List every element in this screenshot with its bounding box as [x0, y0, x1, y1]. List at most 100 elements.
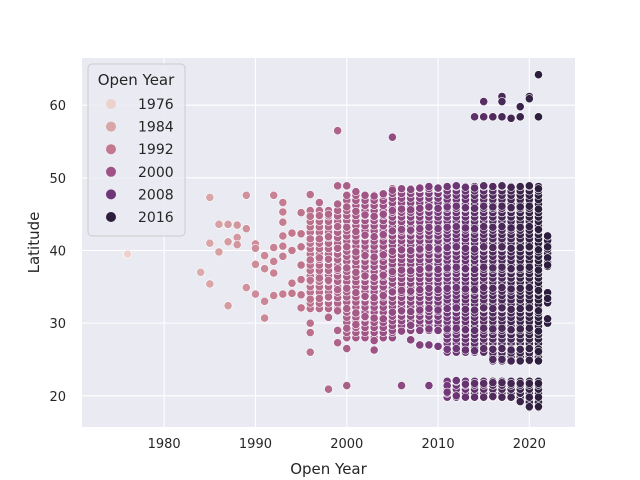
data-point: [278, 198, 288, 207]
data-point: [488, 202, 498, 212]
data-point: [479, 181, 489, 191]
data-point: [305, 328, 315, 337]
data-point: [461, 379, 470, 389]
data-point: [342, 242, 352, 252]
data-point: [360, 190, 370, 200]
data-point: [369, 232, 379, 242]
data-point: [278, 217, 288, 227]
data-point: [424, 324, 434, 334]
data-point: [442, 387, 452, 397]
data-point: [223, 301, 233, 311]
data-point: [524, 94, 534, 104]
x-axis-label: Open Year: [290, 460, 367, 478]
data-point: [415, 244, 425, 254]
data-point: [488, 304, 498, 314]
y-axis-label: Latitude: [25, 212, 43, 274]
data-point: [470, 183, 479, 193]
data-point: [214, 247, 224, 257]
data-point: [543, 314, 553, 324]
legend-label: 1976: [138, 97, 174, 113]
data-point: [260, 251, 269, 260]
data-point: [470, 112, 479, 122]
data-point: [397, 306, 406, 316]
x-tick-label: 2000: [330, 437, 363, 452]
data-point: [506, 243, 516, 253]
data-point: [342, 304, 352, 314]
data-point: [333, 325, 343, 335]
legend-marker: [106, 99, 116, 109]
data-point: [305, 347, 315, 357]
data-point: [534, 356, 543, 366]
legend-label: 2016: [138, 210, 174, 226]
data-point: [451, 222, 461, 231]
data-point: [461, 345, 470, 355]
data-point: [324, 232, 333, 242]
data-point: [397, 184, 406, 194]
data-point: [488, 112, 498, 122]
x-tick-label: 2010: [422, 437, 455, 452]
data-point: [543, 231, 553, 241]
data-point: [305, 211, 315, 221]
data-point: [415, 264, 425, 274]
data-point: [534, 392, 543, 402]
data-point: [470, 244, 479, 254]
data-point: [324, 292, 333, 302]
data-point: [415, 224, 425, 234]
data-point: [314, 211, 324, 221]
x-tick-labels: 1980 1990 2000 2010 2020: [148, 437, 546, 452]
data-point: [415, 305, 425, 315]
data-point: [497, 355, 507, 364]
data-point: [461, 223, 470, 233]
data-point: [433, 285, 443, 295]
data-point: [461, 264, 470, 274]
data-point: [369, 293, 379, 303]
data-point: [123, 249, 133, 259]
data-point: [543, 294, 553, 303]
data-point: [223, 237, 233, 247]
data-point: [415, 183, 425, 193]
data-point: [378, 250, 388, 260]
data-point: [442, 202, 452, 212]
data-point: [497, 323, 507, 333]
data-point: [524, 355, 534, 365]
data-point: [260, 296, 269, 306]
data-point: [287, 278, 297, 288]
data-point: [388, 267, 397, 276]
data-point: [506, 392, 516, 402]
data-point: [424, 283, 434, 293]
data-point: [415, 325, 425, 335]
data-point: [497, 283, 507, 292]
data-point: [351, 206, 361, 216]
data-point: [442, 222, 452, 232]
data-point: [424, 381, 434, 390]
data-point: [342, 323, 352, 333]
data-point: [251, 289, 260, 299]
data-point: [333, 222, 343, 231]
data-point: [442, 243, 452, 252]
data-point: [461, 203, 470, 213]
data-point: [241, 190, 251, 200]
data-point: [524, 344, 534, 353]
data-point: [534, 265, 543, 275]
data-point: [470, 379, 479, 388]
data-point: [442, 344, 452, 354]
data-point: [232, 240, 242, 250]
data-point: [305, 318, 315, 328]
data-point: [433, 203, 443, 213]
data-point: [196, 267, 206, 277]
data-point: [314, 273, 324, 283]
data-point: [388, 132, 397, 142]
data-point: [424, 304, 434, 314]
data-point: [524, 242, 534, 252]
data-point: [351, 247, 361, 257]
y-tick-label: 30: [49, 317, 66, 332]
data-point: [506, 113, 516, 123]
data-point: [342, 181, 352, 191]
data-point: [296, 290, 306, 300]
data-point: [406, 266, 416, 276]
data-point: [506, 203, 516, 213]
data-point: [406, 246, 416, 255]
data-point: [543, 242, 553, 252]
legend-marker: [106, 189, 116, 200]
